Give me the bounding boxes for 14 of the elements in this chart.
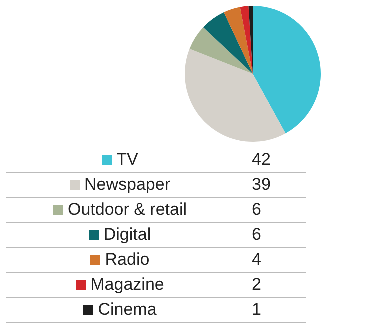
legend-label: Cinema [98,300,157,319]
data-label: 1 [234,298,306,322]
legend-label: Digital [104,225,152,244]
legend-label: Newspaper [84,175,170,194]
data-label: 2 [234,272,306,298]
data-label: 6 [234,198,306,222]
data-label: 4 [234,248,306,272]
data-label: 42 [234,148,306,172]
legend-label: Outdoor & retail [68,200,188,219]
legend-label: Radio [105,250,150,269]
legend-label: Magazine [90,275,164,294]
data-label: 6 [234,222,306,248]
data-label: 39 [234,172,306,198]
legend-label: TV [116,150,138,169]
